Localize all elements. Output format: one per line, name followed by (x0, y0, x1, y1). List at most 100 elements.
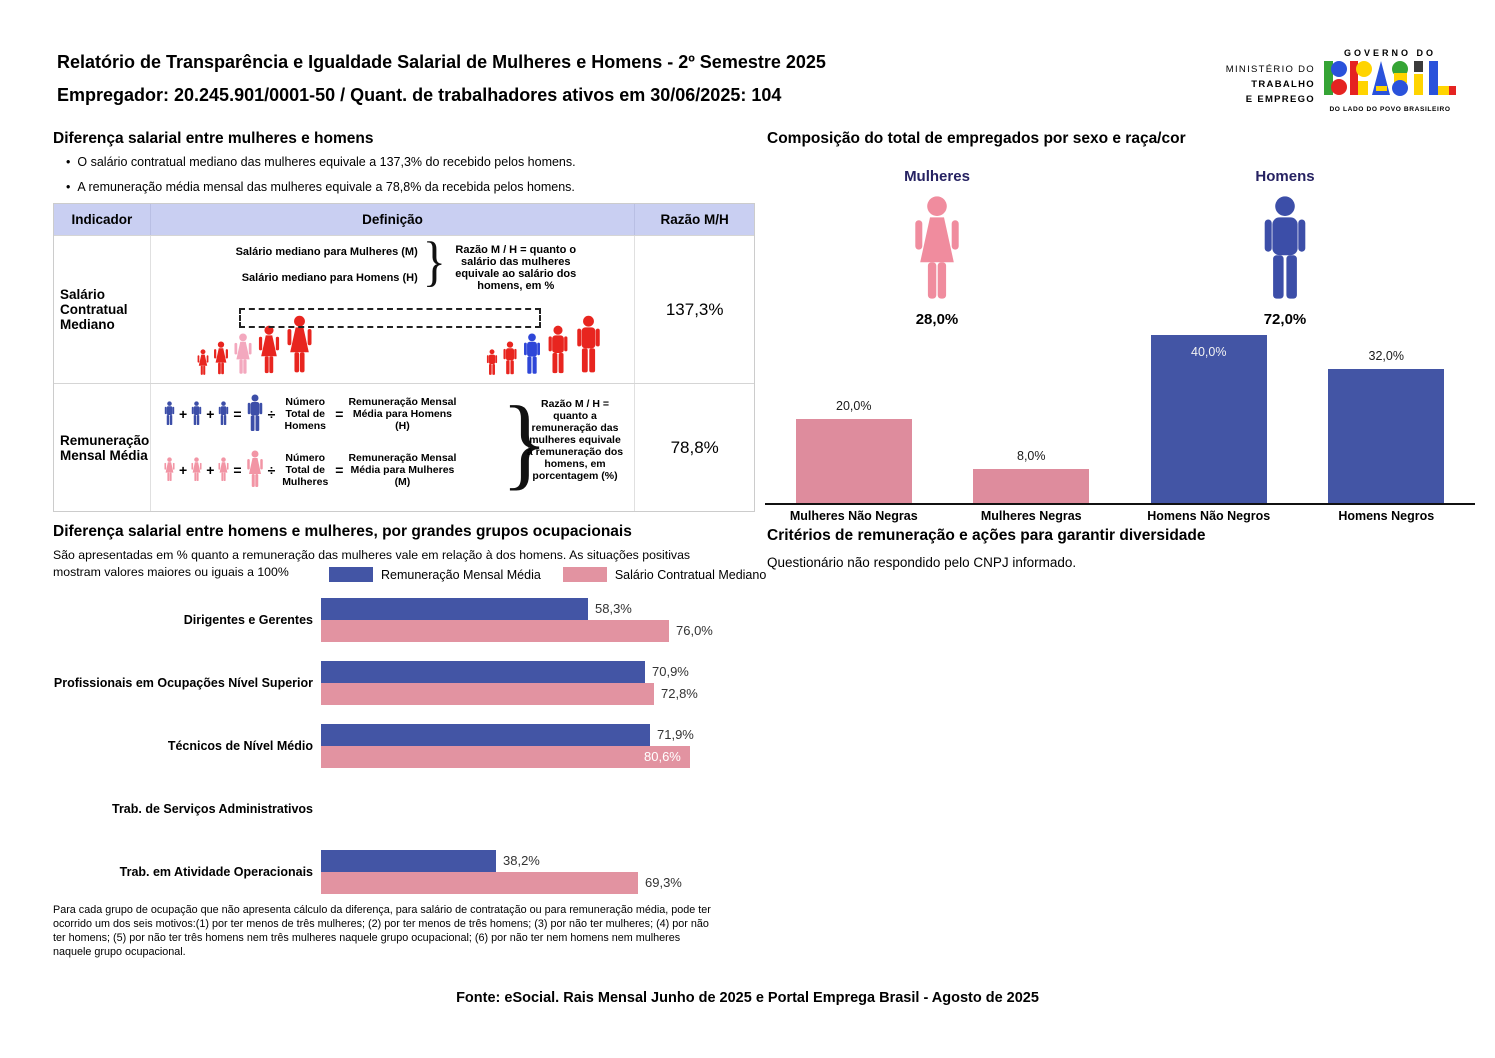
indicator-label: Salário Contratual Mediano (54, 236, 151, 383)
ratio-note: Razão M / H = quanto o salário das mulhe… (455, 244, 577, 292)
indicator-table: Indicador Definição Razão M/H Salário Co… (53, 203, 755, 512)
occupational-group: Dirigentes e Gerentes 58,3% 76,0% (53, 598, 753, 642)
composition-bar-value: 32,0% (1368, 349, 1404, 363)
gov-logo-bottom-text: DO LADO DO POVO BRASILEIRO (1329, 106, 1451, 113)
ministry-line2: TRABALHO (1251, 79, 1315, 90)
occupational-bar (321, 872, 638, 894)
occupational-category-label: Trab. em Atividade Operacionais (119, 865, 313, 879)
man-icon (1257, 195, 1313, 307)
man-figure-icon (485, 349, 499, 377)
composition-category-label: Homens Negros (1338, 509, 1435, 523)
occupational-bars: 71,9% 80,6% (321, 724, 721, 768)
composition-category-label: Homens Não Negros (1147, 509, 1271, 523)
composition-category-labels: Mulheres Não Negras Mulheres Negras Homens… (765, 509, 1475, 523)
occupational-bar-value: 76,0% (676, 623, 713, 638)
ratio-note: Razão M / H = quanto a remuneração das m… (526, 398, 624, 482)
criteria-text: Questionário não respondido pelo CNPJ in… (767, 555, 1077, 570)
man-figure-icon (545, 325, 571, 377)
col-razao: Razão M/H (660, 212, 729, 227)
ministry-logo: MINISTÉRIO DO TRABALHO E EMPREGO (1195, 62, 1315, 107)
big-woman-figure-icon (245, 450, 265, 490)
occupational-bar (321, 683, 654, 705)
employer-line: Empregador: 20.245.901/0001-50 / Quant. … (57, 85, 782, 105)
plus-icon: + (179, 462, 188, 478)
occupational-bar-value: 69,3% (645, 875, 682, 890)
occupational-title: Diferença salarial entre homens e mulher… (53, 523, 632, 540)
brace-icon: } (422, 231, 446, 292)
occupational-category-label: Profissionais em Ocupações Nível Superio… (53, 676, 313, 690)
occupational-group: Trab. de Serviços Administrativos (53, 787, 753, 831)
occupational-subtitle: São apresentadas em % quanto a remuneraç… (53, 548, 691, 579)
legend-label-remuneracao: Remuneração Mensal Média (381, 567, 541, 582)
gov-logo-top-text: GOVERNO DO (1343, 48, 1436, 58)
composition-category-label: Mulheres Não Negras (789, 509, 918, 523)
man-figure-icon (501, 341, 519, 377)
col-definicao: Definição (151, 204, 636, 235)
occupational-bar-value: 72,8% (661, 686, 698, 701)
composition-bar-value: 40,0% (1191, 345, 1227, 359)
occupational-category-label: Técnicos de Nível Médio (167, 739, 313, 753)
occupational-bars (321, 787, 721, 831)
criteria-title: Critérios de remuneração e ações para ga… (767, 527, 1206, 544)
median-women-line: Salário mediano para Mulheres (M) (235, 246, 418, 258)
men-divisor-label: Número Total de Homens (284, 396, 326, 432)
legend-swatch-pink (562, 567, 607, 582)
occupational-bar-chart: Dirigentes e Gerentes 58,3% 76,0% Profissio… (53, 598, 753, 913)
occupational-bar (321, 724, 650, 746)
ministry-line3: E EMPREGO (1245, 94, 1315, 105)
legend-label-salario: Salário Contratual Mediano (614, 567, 767, 582)
median-men-line: Salário mediano para Homens (H) (241, 272, 418, 284)
indicator-table-header: Indicador Definição Razão M/H (54, 204, 754, 235)
occupational-bar (321, 850, 496, 872)
women-divisor-label: Número Total de Mulheres (282, 452, 329, 488)
equals-icon: = (233, 462, 242, 478)
equals-icon: = (335, 462, 344, 478)
woman-figure-icon (212, 341, 230, 377)
composition-title: Composição do total de empregados por se… (767, 130, 1186, 147)
women-percentage: 28,0% (915, 311, 959, 328)
composition-category-label: Mulheres Negras (980, 509, 1082, 523)
occupational-group: Técnicos de Nível Médio 71,9% 80,6% (53, 724, 753, 768)
woman-icon (909, 195, 965, 307)
woman-figure-icon (196, 349, 210, 377)
occupational-bar (321, 598, 588, 620)
composition-bar-value: 20,0% (836, 399, 872, 413)
occupational-bars: 58,3% 76,0% (321, 598, 721, 642)
woman-figure-icon (256, 325, 282, 377)
brasil-logo-icon (1324, 61, 1456, 96)
woman-figure-icon (190, 457, 203, 483)
composition-bar-chart: 20,0% 8,0% 40,0% 32,0% (765, 330, 1475, 503)
salary-diff-bullets: O salário contratual mediano das mulhere… (66, 150, 576, 200)
indicator-label: Remuneração Mensal Média (54, 384, 151, 511)
definition-cell: + + = ÷ Número Total de Homens = Remuner… (151, 384, 636, 511)
composition-bar (795, 419, 912, 503)
plus-icon: + (206, 462, 215, 478)
occupational-bar-value: 80,6% (644, 749, 681, 764)
occupational-bar (321, 746, 690, 768)
composition-bar (1150, 335, 1267, 503)
occupational-bars: 38,2% 69,3% (321, 850, 721, 894)
plus-icon: + (206, 406, 215, 422)
women-result-label: Remuneração Mensal Média para Mulheres (… (348, 452, 457, 488)
men-average-formula: + + = ÷ Número Total de Homens = Remuner… (163, 394, 458, 434)
occupational-group: Profissionais em Ocupações Nível Superio… (53, 661, 753, 705)
occupational-legend: Remuneração Mensal Média Salário Contrat… (325, 567, 767, 582)
equals-icon: = (335, 406, 344, 422)
definition-cell: Salário mediano para Mulheres (M) Salári… (151, 231, 636, 383)
salary-diff-title: Diferença salarial entre mulheres e home… (53, 130, 374, 147)
occupational-bar (321, 620, 669, 642)
table-row-salario-mediano: Salário Contratual Mediano Salário media… (54, 231, 754, 383)
bullet-average-pay: A remuneração média mensal das mulheres … (66, 175, 576, 200)
composition-bar-value: 8,0% (1017, 449, 1046, 463)
composition-slot: 8,0% (943, 330, 1121, 503)
equals-icon: = (233, 406, 242, 422)
median-definition-lines: Salário mediano para Mulheres (M) Salári… (196, 246, 418, 284)
men-percentage: 72,0% (1263, 311, 1307, 328)
occupational-bar-value: 58,3% (595, 601, 632, 616)
man-figure-icon (217, 401, 230, 427)
ratio-value: 137,3% (665, 299, 724, 319)
occupational-bar (321, 661, 645, 683)
divide-icon: ÷ (267, 462, 276, 478)
source-footer: Fonte: eSocial. Rais Mensal Junho de 202… (456, 990, 1039, 1006)
man-figure-icon (163, 401, 176, 427)
